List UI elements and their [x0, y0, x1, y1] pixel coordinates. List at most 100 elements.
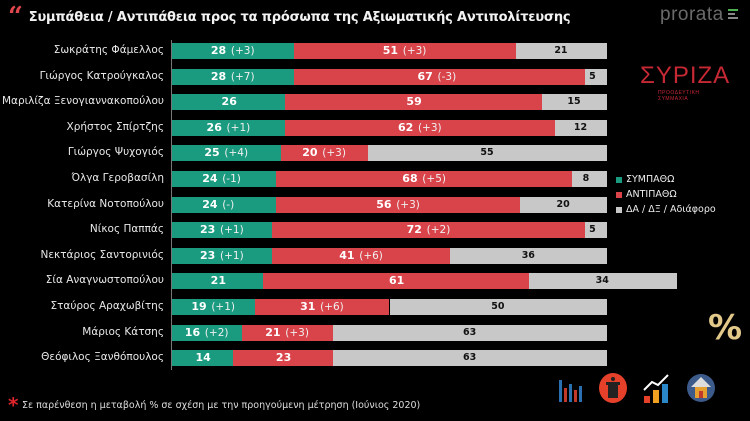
data-label: 15: [567, 96, 581, 108]
bar-segment-unfavorable: [272, 247, 451, 264]
bar-chart-icon: [559, 380, 582, 402]
data-label: 62: [397, 120, 414, 134]
category-label: Μαριλίζα Ξενογιαννακοπούλου: [1, 95, 164, 108]
change-label: (+2): [204, 326, 229, 339]
data-label: 28: [210, 69, 227, 83]
bar-segment-unfavorable: [293, 43, 516, 59]
legend-swatch: [616, 176, 622, 183]
bar-segment-neutral: [332, 324, 607, 341]
change-label: (+1): [220, 249, 244, 262]
data-label: 21: [554, 45, 568, 56]
legend-label: ΔΑ / ΔΞ / Αδιάφορο: [626, 204, 716, 215]
category-label: Γιώργος Ψυχογιός: [67, 146, 164, 159]
data-label: 31: [300, 300, 316, 313]
bar-segment-unfavorable: [272, 222, 586, 239]
category-label: Κατερίνα Νοτοπούλου: [47, 197, 164, 210]
data-label: 56: [376, 197, 392, 211]
bar-segment-unfavorable: [276, 196, 520, 213]
bar-segment-neutral: [332, 350, 607, 367]
data-label: 24: [202, 172, 218, 185]
change-label: (+5): [422, 173, 446, 185]
data-label: 5: [589, 70, 596, 82]
data-label: 26: [221, 95, 237, 109]
growth-chart-icon: [643, 374, 669, 403]
category-label: Θεόφιλος Ξανθόπουλος: [41, 351, 164, 364]
change-label: (+1): [211, 301, 235, 313]
change-label: (+2): [426, 224, 451, 237]
data-label: 72: [406, 223, 422, 237]
data-label: 55: [480, 147, 494, 159]
chart-title: “ Συμπάθεια / Αντιπάθεια προς τα πρόσωπα…: [8, 4, 571, 30]
bar-segment-neutral: [450, 247, 607, 264]
bar-segment-unfavorable: [276, 171, 573, 187]
data-label: 63: [462, 352, 477, 364]
bar-segment-unfavorable: [285, 119, 555, 136]
data-label: 21: [210, 274, 226, 288]
data-label: 20: [302, 146, 318, 160]
bar-segment-favorable: [172, 43, 294, 59]
data-label: 21: [265, 325, 281, 339]
bar-segment-neutral: [528, 273, 677, 290]
change-label: (+3): [402, 45, 427, 57]
category-label: Όλγα Γεροβασίλη: [71, 172, 164, 184]
change-label: (-): [222, 198, 235, 211]
legend-swatch: [616, 206, 622, 213]
bar-segment-favorable: [172, 222, 273, 239]
category-label: Μάριος Κάτσης: [82, 325, 164, 338]
bar-segment-neutral: [554, 119, 607, 136]
change-label: (+7): [230, 70, 255, 83]
category-label: Σωκράτης Φάμελλος: [53, 44, 164, 56]
party-logo-subtitle: ΠΡΟΟΔΕΥΤΙΚΗ ΣΥΜΜΑΧΙΑ: [658, 90, 700, 102]
legend-label: ΑΝΤΙΠΑΘΩ: [626, 189, 677, 200]
data-label: 28: [210, 44, 227, 57]
change-label: (+3): [396, 198, 420, 211]
bar-segment-neutral: [367, 145, 607, 162]
bar-segment-unfavorable: [263, 273, 529, 290]
brand-logo: prorata: [660, 4, 724, 25]
change-label: (+1): [220, 224, 244, 237]
data-label: 24: [202, 197, 218, 211]
data-label: 61: [389, 274, 405, 288]
data-label: 12: [573, 121, 588, 133]
bar-segment-neutral: [389, 299, 607, 315]
legend-item-neutral: ΔΑ / ΔΞ / Αδιάφορο: [616, 202, 716, 217]
change-label: (+3): [322, 147, 346, 160]
change-label: (+1): [226, 121, 251, 134]
legend-item-favorable: ΣΥΜΠΑΘΩ: [616, 172, 716, 187]
change-label: (+3): [285, 326, 309, 339]
legend-swatch: [616, 191, 622, 198]
title-text: Συμπάθεια / Αντιπάθεια προς τα πρόσωπα τ…: [28, 9, 571, 25]
category-label: Σία Αναγνωστοπούλου: [45, 274, 164, 287]
data-label: 26: [206, 120, 222, 134]
bar-segment-neutral: [520, 196, 607, 213]
y-axis-line: [171, 40, 172, 370]
bar-segment-favorable: [172, 196, 277, 213]
data-label: 67: [417, 69, 433, 83]
legend-label: ΣΥΜΠΑΘΩ: [626, 174, 675, 185]
brand-mark-icon: [728, 9, 738, 22]
data-label: 16: [184, 325, 201, 339]
bar-segment-neutral: [585, 68, 607, 85]
legend-item-unfavorable: ΑΝΤΙΠΑΘΩ: [616, 187, 716, 202]
bar-segment-neutral: [515, 43, 607, 59]
change-label: (-3): [437, 70, 457, 83]
bar-segment-favorable: [172, 171, 277, 187]
category-label: Νεκτάριος Σαντορινιός: [40, 248, 165, 261]
party-logo: ΣΥΡΙΖΑ ΠΡΟΟΔΕΥΤΙΚΗ ΣΥΜΜΑΧΙΑ: [640, 62, 729, 102]
bar-segment-neutral: [541, 94, 607, 111]
data-label: 68: [402, 172, 418, 185]
change-label: (-1): [222, 173, 241, 185]
data-label: 59: [406, 95, 422, 109]
data-label: 20: [556, 198, 570, 210]
data-label: 25: [204, 146, 220, 160]
bar-segment-favorable: [172, 324, 242, 341]
data-label: 5: [589, 224, 596, 236]
data-label: 34: [595, 275, 609, 287]
data-label: 8: [582, 173, 590, 184]
data-label: 41: [339, 248, 355, 262]
category-label: Χρήστος Σπίρτζης: [66, 120, 164, 133]
data-label: 50: [491, 301, 505, 312]
bar-segment-favorable: [172, 350, 233, 367]
asterisk-icon: *: [8, 393, 19, 417]
category-label: Γιώργος Κατρούγκαλος: [39, 69, 164, 82]
